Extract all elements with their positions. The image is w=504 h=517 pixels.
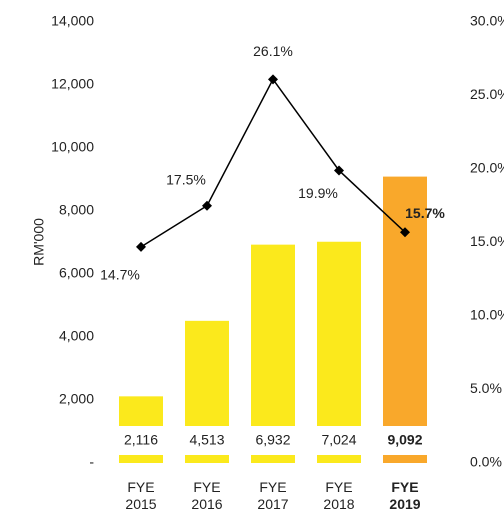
line-marker — [268, 74, 278, 85]
bar-value-label: 9,092 — [387, 432, 422, 448]
y-axis-label: RM'000 — [31, 218, 47, 266]
line — [140, 77, 406, 248]
x-tick-label: FYE 2018 — [323, 479, 355, 512]
line-marker — [400, 227, 410, 238]
line-value-label: 26.1% — [253, 43, 293, 59]
y-tick-label: 4,000 — [59, 328, 94, 344]
x-tick-label: FYE 2017 — [257, 479, 289, 512]
y-tick-label: 10,000 — [51, 139, 94, 155]
bar — [383, 176, 427, 464]
line-value-label: 14.7% — [100, 267, 140, 283]
x-tick-label: FYE 2016 — [191, 479, 223, 512]
line-value-label: 17.5% — [166, 171, 206, 187]
x-tick-label: FYE 2015 — [125, 479, 157, 512]
line-value-label: 19.9% — [298, 185, 338, 201]
line-marker — [334, 165, 344, 176]
line-marker — [136, 241, 146, 252]
y2-tick-label: 30.0% — [470, 13, 504, 29]
y-tick-label: 12,000 — [51, 76, 94, 92]
y2-tick-label: 20.0% — [470, 160, 504, 176]
y-tick-label: 8,000 — [59, 202, 94, 218]
bar-value-label: 4,513 — [189, 432, 224, 448]
x-tick-label: FYE 2019 — [389, 479, 421, 512]
y-tick-label: 14,000 — [51, 13, 94, 29]
line-marker — [202, 200, 212, 211]
y2-tick-label: 10.0% — [470, 307, 504, 323]
bar-value-label: 7,024 — [321, 432, 356, 448]
value-label-bg — [179, 426, 235, 455]
y2-tick-label: 25.0% — [470, 86, 504, 102]
value-label-bg — [311, 426, 367, 455]
value-label-bg — [377, 426, 433, 455]
bar-value-label: 6,932 — [255, 432, 290, 448]
y2-tick-label: 0.0% — [470, 454, 502, 470]
y-tick-label: 6,000 — [59, 265, 94, 281]
value-label-bg — [113, 426, 169, 455]
bar-value-label: 2,116 — [124, 432, 158, 448]
y-tick-label: 2,000 — [59, 391, 94, 407]
line-value-label: 15.7% — [405, 205, 445, 221]
y-tick-label: - — [89, 454, 94, 470]
y2-tick-label: 5.0% — [470, 380, 502, 396]
y2-tick-label: 15.0% — [470, 233, 504, 249]
value-label-bg — [245, 426, 301, 455]
